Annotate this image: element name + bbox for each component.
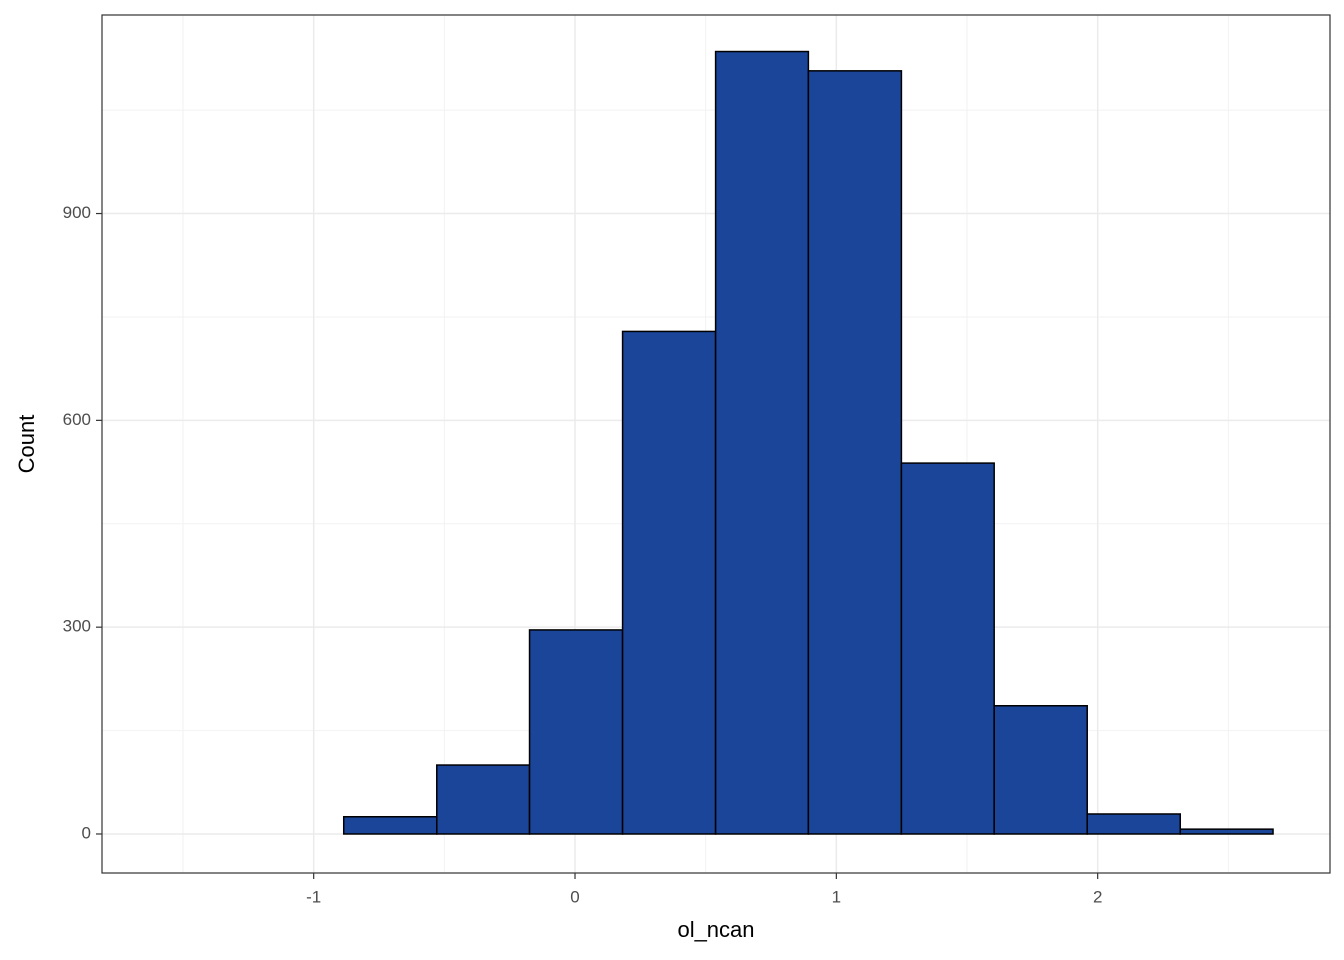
y-tick-label: 900 xyxy=(63,203,91,222)
y-axis-title: Count xyxy=(14,415,39,474)
bar xyxy=(807,70,903,835)
panel-border xyxy=(101,14,1331,874)
bar xyxy=(436,764,531,835)
bars xyxy=(342,50,1274,835)
y-tick-label: 300 xyxy=(63,617,91,636)
bar xyxy=(900,462,995,835)
bar xyxy=(342,815,438,835)
x-tick-label: 0 xyxy=(570,887,579,906)
x-tick-label: -1 xyxy=(306,887,321,906)
y-tick-label: 600 xyxy=(63,410,91,429)
x-tick-label: 2 xyxy=(1093,887,1102,906)
bar xyxy=(528,629,624,835)
bar xyxy=(993,705,1088,835)
x-axis-title: ol_ncan xyxy=(677,917,754,942)
bar xyxy=(714,50,810,835)
x-tick-label: 1 xyxy=(832,887,841,906)
bar xyxy=(1086,813,1182,835)
ticks: -1 0 1 2 0 300 600 900 xyxy=(63,203,1103,906)
y-tick-label: 0 xyxy=(82,823,91,842)
bar xyxy=(1179,828,1274,835)
bar xyxy=(621,330,717,835)
